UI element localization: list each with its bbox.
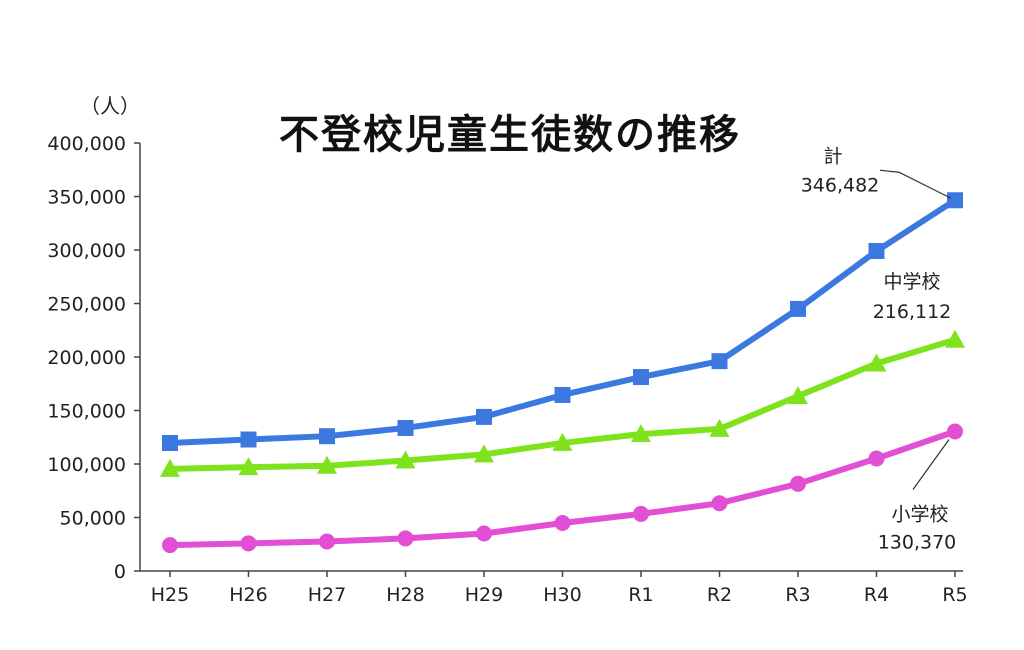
- data-point-circle: [476, 525, 492, 542]
- leader-line-elementary: [912, 439, 950, 490]
- series-name-junior-high: 中学校: [883, 271, 940, 293]
- x-tick-label: H29: [465, 584, 503, 606]
- data-point-circle: [397, 530, 414, 547]
- data-point-triangle: [160, 458, 180, 477]
- series-value-total: 346,482: [801, 174, 880, 196]
- x-tick-label: H26: [229, 584, 267, 606]
- data-point-square: [319, 428, 335, 445]
- x-tick-label: R2: [707, 584, 732, 606]
- data-point-triangle: [474, 444, 494, 463]
- x-tick-label: H28: [386, 584, 424, 606]
- series-name-elementary: 小学校: [891, 504, 948, 526]
- data-point-triangle: [395, 450, 416, 469]
- data-point-circle: [162, 537, 178, 554]
- leader-line-total: [879, 169, 952, 199]
- data-point-square: [868, 243, 885, 260]
- y-tick-label: 200,000: [47, 347, 126, 369]
- chart-title: 不登校児童生徒数の推移: [279, 112, 741, 158]
- data-point-circle: [319, 533, 335, 550]
- data-point-circle: [947, 423, 963, 440]
- x-tick-label: R5: [942, 584, 967, 606]
- data-point-triangle: [238, 457, 259, 476]
- series-triangle: [160, 329, 965, 477]
- y-axis-unit: （人）: [80, 94, 140, 118]
- series-name-total: 計: [823, 145, 842, 167]
- x-tick-label: H25: [151, 584, 189, 606]
- data-point-triangle: [709, 418, 730, 437]
- data-point-square: [240, 431, 257, 448]
- data-point-triangle: [631, 424, 651, 443]
- y-tick-label: 0: [114, 561, 126, 583]
- x-tick-label: R1: [628, 584, 653, 606]
- y-tick-label: 300,000: [47, 240, 126, 262]
- y-tick-label: 400,000: [47, 133, 126, 155]
- annotations: 計 346,482 中学校 216,112 小学校 130,370: [801, 145, 957, 553]
- y-tick-label: 100,000: [47, 454, 126, 476]
- series-layer: [160, 192, 965, 554]
- series-value-junior-high: 216,112: [873, 301, 952, 323]
- series-square: [162, 192, 963, 452]
- data-point-circle: [554, 515, 571, 532]
- data-point-triangle: [788, 386, 808, 405]
- data-point-circle: [711, 495, 728, 512]
- y-tick-label: 350,000: [47, 187, 126, 209]
- data-point-square: [790, 300, 806, 317]
- series-line-square: [167, 197, 958, 447]
- x-tick-label: R4: [864, 584, 889, 606]
- y-tick-label: 50,000: [60, 508, 126, 530]
- data-point-triangle: [317, 455, 337, 474]
- data-point-square: [476, 408, 492, 425]
- data-point-square: [711, 353, 728, 370]
- y-tick-label: 150,000: [47, 401, 126, 423]
- data-point-triangle: [945, 329, 965, 348]
- data-point-circle: [868, 450, 885, 467]
- data-point-circle: [240, 535, 257, 552]
- series-circle: [162, 423, 963, 554]
- data-point-square: [554, 386, 571, 403]
- axes: 0 50,000 100,000 150,000 200,000 250,000 300,0…: [47, 133, 967, 606]
- data-point-square: [947, 192, 963, 209]
- data-point-triangle: [866, 353, 887, 372]
- x-tick-label: H30: [543, 584, 581, 606]
- data-point-square: [633, 369, 649, 386]
- x-tick-label: H27: [308, 584, 346, 606]
- data-point-triangle: [552, 432, 573, 451]
- data-point-circle: [790, 475, 806, 492]
- y-tick-label: 250,000: [47, 294, 126, 316]
- series-value-elementary: 130,370: [878, 532, 957, 554]
- data-point-square: [397, 419, 414, 436]
- data-point-circle: [633, 505, 649, 522]
- data-point-square: [162, 435, 178, 452]
- x-tick-label: R3: [785, 584, 810, 606]
